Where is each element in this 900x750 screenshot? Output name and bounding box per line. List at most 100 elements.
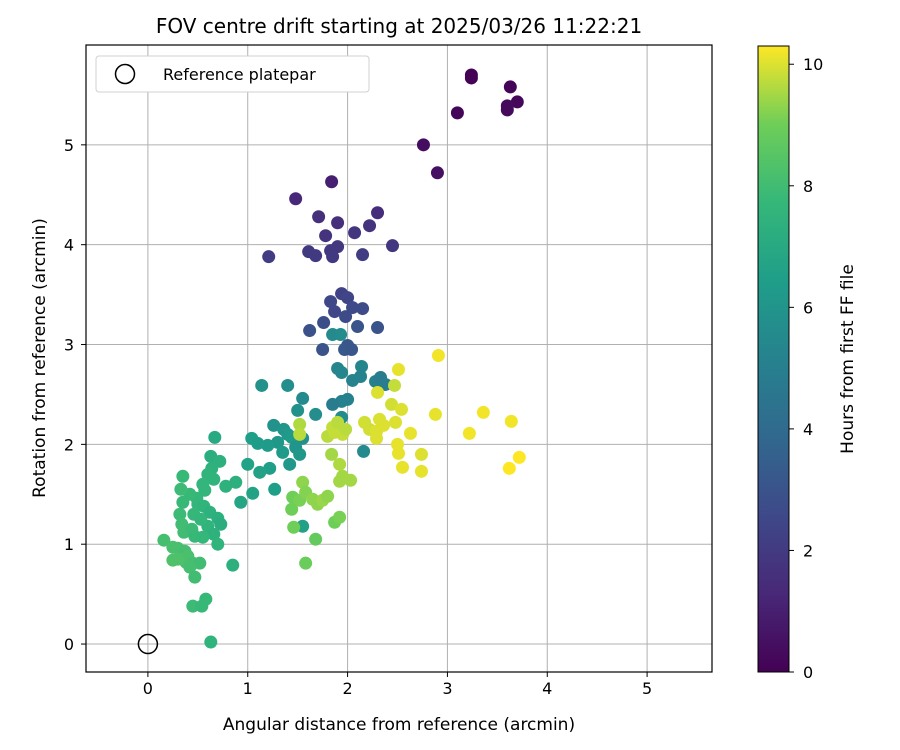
colorbar-tick-label-5: 10 xyxy=(803,55,823,74)
data-point-3 xyxy=(503,80,517,94)
y-tick-label-5: 5 xyxy=(64,136,74,155)
data-point-93 xyxy=(174,482,188,496)
data-point-67 xyxy=(251,436,265,450)
data-point-74 xyxy=(241,457,255,471)
data-point-165 xyxy=(394,402,408,416)
data-point-170 xyxy=(403,426,417,440)
data-point-141 xyxy=(333,510,347,524)
data-point-8 xyxy=(430,166,444,180)
data-point-105 xyxy=(173,507,187,521)
data-point-72 xyxy=(263,461,277,475)
y-tick-label-1: 1 xyxy=(64,535,74,554)
data-point-41 xyxy=(316,343,330,357)
data-point-139 xyxy=(309,532,323,546)
data-point-86 xyxy=(219,479,233,493)
y-tick-label-2: 2 xyxy=(64,435,74,454)
data-point-176 xyxy=(476,405,490,419)
data-point-76 xyxy=(268,482,282,496)
data-point-111 xyxy=(226,558,240,572)
reference-point-marker xyxy=(137,633,159,655)
data-point-171 xyxy=(414,447,428,461)
colorbar: 0 2 4 6 8 10 Hours from first FF file xyxy=(757,45,858,682)
colorbar-gradient xyxy=(757,45,790,673)
data-point-137 xyxy=(287,520,301,534)
data-point-69 xyxy=(293,447,307,461)
data-point-136 xyxy=(321,489,335,503)
x-axis-label: Angular distance from reference (arcmin) xyxy=(223,715,575,735)
data-point-30 xyxy=(328,305,342,319)
colorbar-ticks: 0 2 4 6 8 10 xyxy=(789,55,823,682)
data-point-126 xyxy=(195,599,209,613)
data-point-11 xyxy=(371,206,385,220)
data-point-92 xyxy=(176,469,190,483)
data-point-122 xyxy=(183,560,197,574)
data-point-101 xyxy=(207,527,221,541)
data-point-40 xyxy=(345,343,359,357)
data-point-80 xyxy=(208,430,222,444)
data-point-87 xyxy=(229,475,243,489)
data-point-46 xyxy=(354,369,368,383)
data-point-173 xyxy=(428,407,442,421)
data-point-164 xyxy=(392,362,406,376)
data-point-160 xyxy=(370,431,384,445)
data-point-178 xyxy=(502,461,516,475)
data-point-148 xyxy=(293,427,307,441)
data-point-1 xyxy=(464,71,478,85)
colorbar-tick-label-2: 4 xyxy=(803,420,813,439)
data-point-172 xyxy=(414,464,428,478)
data-point-179 xyxy=(512,450,526,464)
data-point-77 xyxy=(246,486,260,500)
legend-box xyxy=(95,55,370,93)
data-point-121 xyxy=(193,556,207,570)
colorbar-label: Hours from first FF file xyxy=(838,264,858,454)
data-point-21 xyxy=(309,249,323,263)
data-point-31 xyxy=(339,310,353,324)
data-point-177 xyxy=(504,414,518,428)
data-point-146 xyxy=(325,447,339,461)
data-point-23 xyxy=(356,248,370,262)
legend: Reference platepar xyxy=(95,55,370,93)
data-point-53 xyxy=(255,378,269,392)
x-tick-label-0: 0 xyxy=(143,679,153,698)
data-point-174 xyxy=(431,349,445,363)
data-point-9 xyxy=(325,175,339,189)
data-point-13 xyxy=(331,216,345,230)
data-point-131 xyxy=(296,475,310,489)
x-axis-ticks: 0 1 2 3 4 5 xyxy=(143,672,652,698)
legend-label: Reference platepar xyxy=(163,65,316,84)
data-point-2 xyxy=(450,106,464,120)
data-point-71 xyxy=(276,445,290,459)
data-point-26 xyxy=(341,291,355,305)
colorbar-tick-label-1: 2 xyxy=(803,541,813,560)
data-point-59 xyxy=(267,418,281,432)
data-point-162 xyxy=(385,397,399,411)
data-point-154 xyxy=(339,422,353,436)
colorbar-tick-label-0: 0 xyxy=(803,663,813,682)
data-point-22 xyxy=(326,250,340,264)
data-point-65 xyxy=(261,438,275,452)
x-tick-label-2: 2 xyxy=(342,679,352,698)
data-point-161 xyxy=(371,385,385,399)
data-point-32 xyxy=(317,316,331,330)
data-point-163 xyxy=(388,378,402,392)
data-point-33 xyxy=(371,321,385,335)
data-point-144 xyxy=(344,473,358,487)
data-point-17 xyxy=(386,239,400,253)
x-tick-label-5: 5 xyxy=(642,679,652,698)
data-point-168 xyxy=(392,446,406,460)
data-point-125 xyxy=(186,599,200,613)
data-point-147 xyxy=(293,417,307,431)
data-point-57 xyxy=(309,407,323,421)
data-point-28 xyxy=(346,301,360,315)
data-point-14 xyxy=(363,219,377,233)
data-point-127 xyxy=(204,635,218,649)
data-point-24 xyxy=(262,250,276,264)
y-tick-label-3: 3 xyxy=(64,336,74,355)
data-point-145 xyxy=(333,457,347,471)
data-point-27 xyxy=(324,295,338,309)
data-points xyxy=(157,68,526,649)
data-point-123 xyxy=(188,570,202,584)
data-point-52 xyxy=(326,397,340,411)
data-point-6 xyxy=(500,103,514,117)
